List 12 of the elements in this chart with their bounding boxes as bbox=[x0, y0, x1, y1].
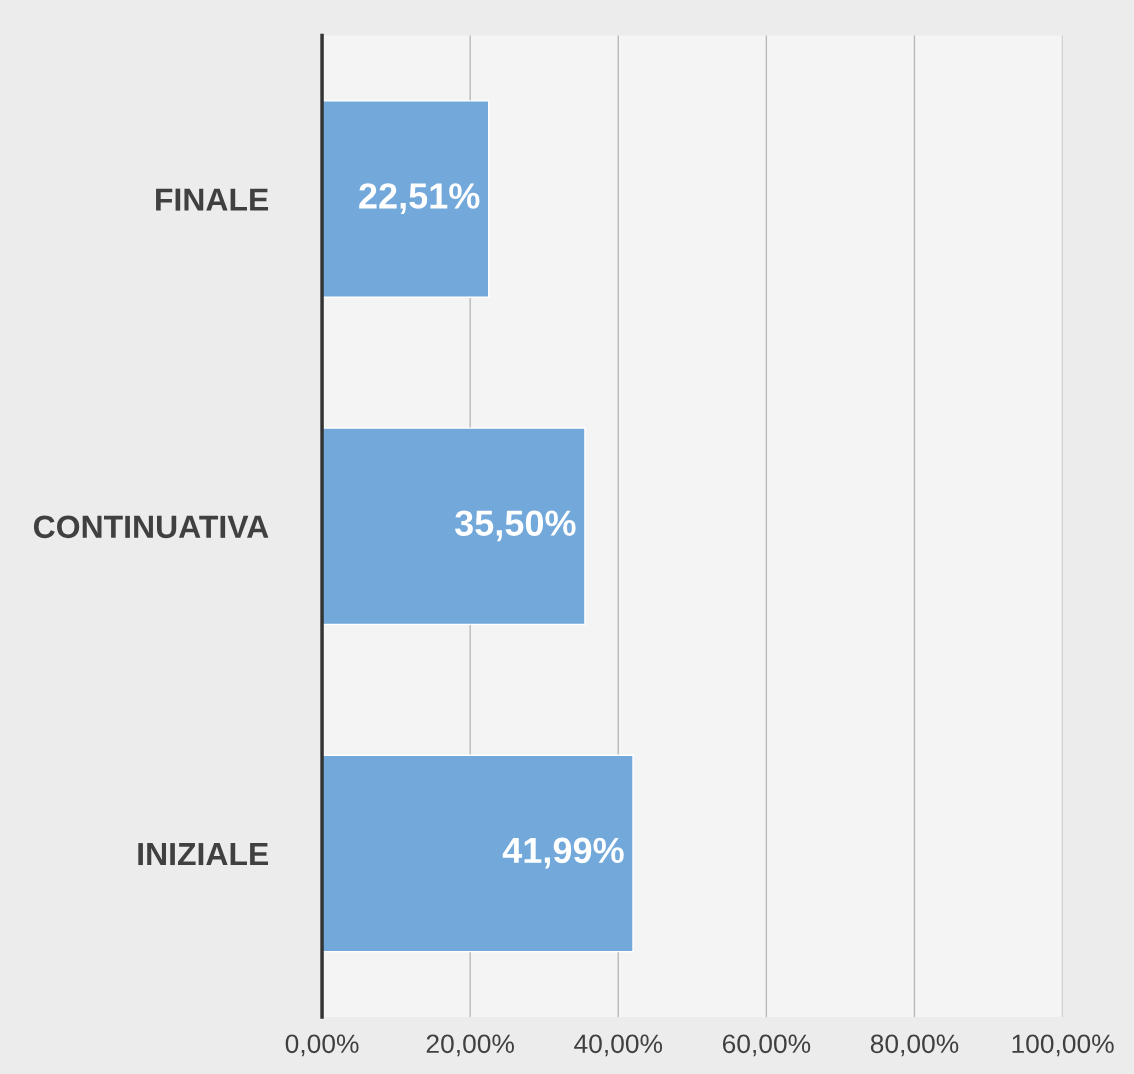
data-label: 41,99% bbox=[502, 837, 624, 869]
y-tick-label: CONTINUATIVA bbox=[33, 515, 269, 539]
x-tick-label: 100,00% bbox=[1012, 1034, 1114, 1057]
x-tick-label: 40,00% bbox=[574, 1034, 663, 1057]
y-tick-label: FINALE bbox=[156, 188, 269, 211]
x-tick-label: 60,00% bbox=[722, 1034, 811, 1057]
data-label: 22,51% bbox=[359, 183, 480, 214]
y-tick-label: INIZIALE bbox=[138, 843, 269, 866]
x-tick-label: 80,00% bbox=[870, 1034, 959, 1057]
data-label: 35,50% bbox=[454, 510, 576, 542]
x-tick-label: 20,00% bbox=[426, 1034, 514, 1057]
x-tick-label: 0,00% bbox=[285, 1034, 359, 1057]
